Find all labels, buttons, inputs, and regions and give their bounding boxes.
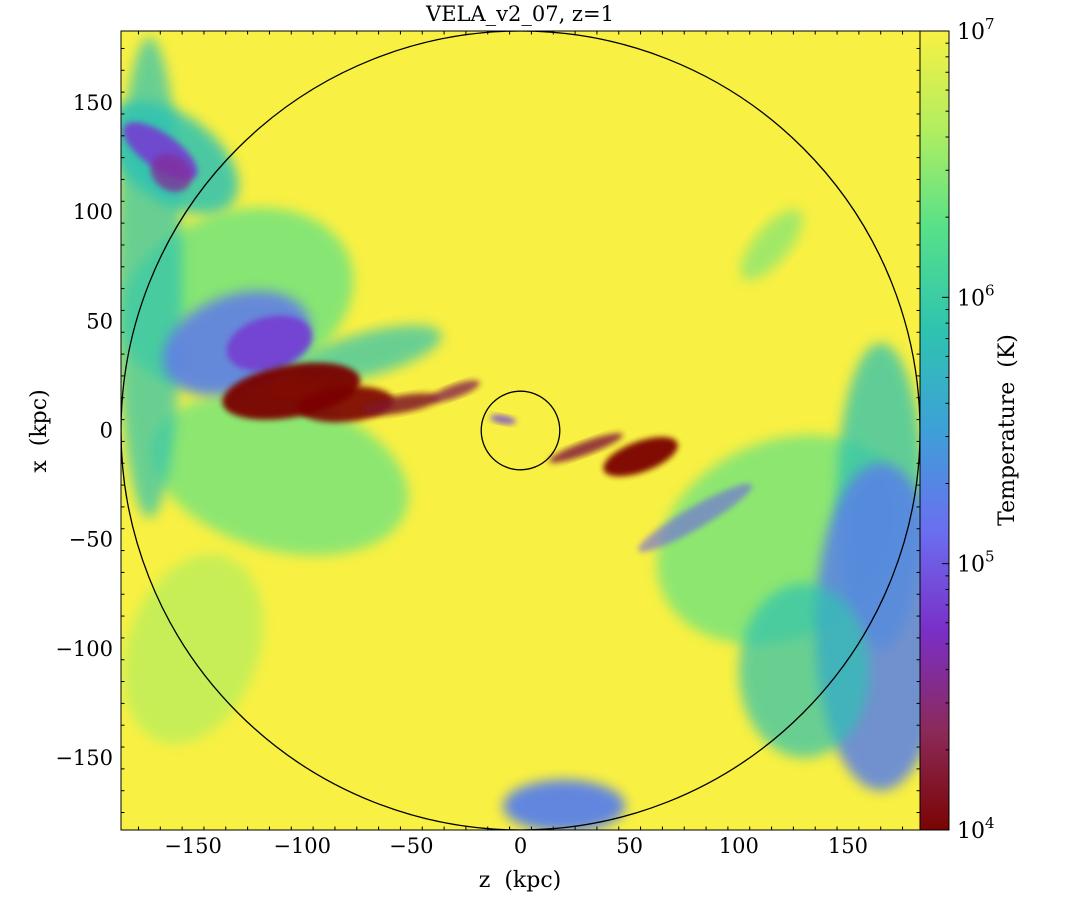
- y-tick-label: −150: [55, 746, 113, 770]
- warm-zone-top-right: [740, 209, 803, 281]
- x-tick-label: 150: [828, 834, 868, 858]
- cold-filament-left-4: [430, 380, 480, 403]
- colorbar-tick-label: 105: [957, 548, 995, 578]
- colorbar-label: Temperature (K): [995, 334, 1020, 526]
- x-tick-label: −100: [273, 834, 331, 858]
- colorbar-tick-label: 107: [957, 15, 995, 45]
- warm-zone-left-mid: [152, 392, 409, 556]
- y-tick-label: 0: [100, 419, 113, 443]
- cold-filament-inner: [490, 414, 516, 425]
- y-axis-ticks: −150 −100 −50 0 50 100 150: [55, 47, 920, 814]
- y-tick-label: −100: [55, 637, 113, 661]
- colorbar: [919, 30, 950, 831]
- warm-blob-bottom: [503, 779, 626, 830]
- x-tick-label: −150: [164, 834, 222, 858]
- x-axis-ticks: −150 −100 −50 0 50 100 150: [137, 31, 904, 858]
- heatmap-image: [121, 31, 920, 830]
- x-tick-label: −50: [389, 834, 433, 858]
- cold-blob-right: [603, 437, 678, 477]
- chart-title: VELA_v2_07, z=1: [425, 2, 614, 26]
- inner-galaxy-circle: [480, 390, 561, 471]
- colorbar-ticks: 104 105 106 107: [942, 15, 995, 844]
- x-axis-label: z (kpc): [479, 868, 561, 893]
- y-tick-label: −50: [69, 528, 113, 552]
- cold-filament-left-3: [361, 393, 440, 416]
- x-tick-label: 50: [616, 834, 643, 858]
- y-tick-label: 50: [86, 309, 113, 333]
- warm-zone-left-bottom: [122, 553, 264, 744]
- cool-trail-right: [638, 483, 753, 552]
- warm-region-bottom-right-2: [738, 583, 870, 758]
- colorbar-tick-label: 106: [957, 281, 995, 311]
- radius-circles: [121, 31, 920, 830]
- y-axis-label: x (kpc): [27, 389, 52, 472]
- x-tick-label: 0: [514, 834, 527, 858]
- y-tick-label: 100: [73, 200, 113, 224]
- cool-stream-top-left-core2: [150, 153, 192, 192]
- x-tick-label: 100: [719, 834, 759, 858]
- colorbar-tick-label: 104: [957, 814, 995, 844]
- cold-filament-right: [548, 433, 623, 463]
- y-tick-label: 150: [73, 91, 113, 115]
- temperature-features: [121, 37, 920, 830]
- cool-clump-left-2: [226, 315, 313, 371]
